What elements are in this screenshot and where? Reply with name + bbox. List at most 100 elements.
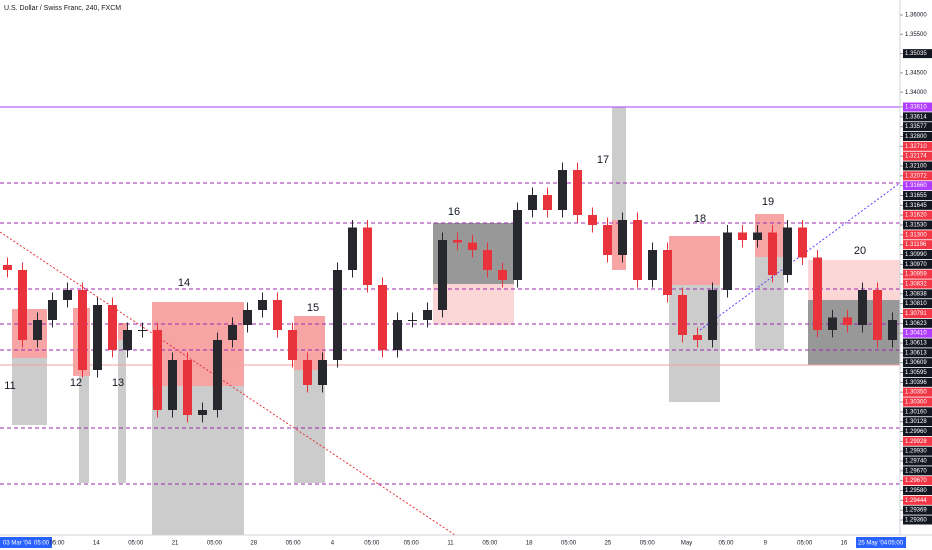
- candle-body: [543, 195, 552, 210]
- time-label: 05:00: [207, 541, 223, 547]
- price-label-bg: [903, 505, 932, 515]
- candle-body: [348, 227, 357, 270]
- time-label: 05:00: [286, 541, 302, 547]
- zone: [118, 340, 126, 483]
- price-label: 1.31530: [905, 223, 927, 229]
- time-label: 05:00: [561, 541, 577, 547]
- price-label-bg: [903, 515, 932, 525]
- price-label: 1.30959: [905, 272, 927, 278]
- price-label-bg: [903, 328, 932, 338]
- candle-body: [768, 232, 777, 275]
- time-label: 9: [764, 541, 768, 547]
- candle-body: [483, 250, 492, 270]
- candle-body: [228, 325, 237, 340]
- price-label: 1.30410: [905, 331, 927, 337]
- price-label: 1.30832: [905, 282, 927, 288]
- price-label: 1.30300: [905, 400, 927, 406]
- candle-body: [48, 300, 57, 320]
- time-label: 05:00: [364, 541, 380, 547]
- candle-body: [813, 257, 822, 330]
- price-label-bg: [903, 181, 932, 191]
- price-label: 1.30810: [905, 301, 927, 307]
- price-label: 1.29369: [905, 508, 927, 514]
- candle-body: [783, 227, 792, 275]
- price-label: 1.30609: [905, 360, 927, 366]
- candle-body: [438, 240, 447, 310]
- candle-body: [33, 320, 42, 340]
- price-label-bg: [903, 436, 932, 446]
- price-label: 1.30613: [905, 350, 927, 356]
- price-label: 1.35035: [905, 51, 927, 57]
- price-label: 1.31300: [905, 232, 927, 238]
- price-label-bg: [903, 141, 932, 151]
- price-label-bg: [903, 476, 932, 486]
- zone: [152, 302, 244, 386]
- price-label-bg: [903, 456, 932, 466]
- price-label: 1.29670: [905, 468, 927, 474]
- candle-body: [108, 305, 117, 350]
- zone: [12, 358, 47, 425]
- candle-body: [498, 270, 507, 280]
- price-label: 1.29444: [905, 498, 927, 504]
- time-label: 05:00: [34, 541, 50, 547]
- candle-body: [273, 300, 282, 330]
- annotation-label: 17: [597, 154, 609, 166]
- levels: [0, 106, 900, 485]
- candle-body: [633, 220, 642, 280]
- price-label: 1.33577: [905, 124, 927, 130]
- price-label: 1.31660: [905, 183, 927, 189]
- zone: [152, 386, 244, 535]
- zone: [808, 260, 900, 300]
- candle-body: [153, 330, 162, 410]
- time-label: 16: [841, 541, 848, 547]
- price-label-bg: [903, 358, 932, 368]
- time-label: 05:00: [128, 541, 144, 547]
- time-label: 25: [605, 541, 612, 547]
- time-label: 03 Mar '04: [3, 541, 32, 547]
- price-label-bg: [903, 309, 932, 318]
- candle-body: [18, 270, 27, 340]
- candle-body: [663, 250, 672, 295]
- candle-body: [723, 232, 732, 290]
- price-label: 1.30396: [905, 380, 927, 386]
- price-label: 1.31196: [905, 242, 927, 248]
- price-label-bg: [903, 200, 932, 210]
- time-label: 05:00: [888, 541, 904, 547]
- price-label-bg: [903, 299, 932, 309]
- zone: [669, 236, 720, 285]
- candle-body: [888, 320, 897, 340]
- time-label: 4: [331, 541, 335, 547]
- candle-body: [693, 335, 702, 340]
- candle-body: [138, 330, 147, 331]
- candle-body: [558, 170, 567, 210]
- price-label: 1.33614: [905, 114, 927, 120]
- price-label-bg: [903, 151, 932, 161]
- time-label-bg: [856, 537, 906, 548]
- price-label-bg: [903, 49, 932, 59]
- price-label-bg: [903, 318, 932, 328]
- candle-body: [513, 210, 522, 280]
- price-label-bg: [903, 368, 932, 377]
- price-label-bg: [903, 220, 932, 230]
- price-label-bg: [903, 161, 932, 171]
- candle-body: [3, 265, 12, 270]
- candle-body: [843, 317, 852, 325]
- price-label-bg: [903, 122, 932, 132]
- time-label: 05:00: [482, 541, 498, 547]
- candle-body: [708, 290, 717, 340]
- price-label: 1.29960: [905, 429, 927, 435]
- candle-body: [588, 215, 597, 225]
- price-label: 1.32100: [905, 164, 927, 170]
- candle-body: [528, 195, 537, 210]
- candle-body: [93, 305, 102, 370]
- price-label: 1.30970: [905, 262, 927, 268]
- candle-body: [333, 270, 342, 360]
- candle-body: [858, 290, 867, 325]
- price-label: 1.29740: [905, 459, 927, 465]
- price-label: 1.30838: [905, 291, 927, 297]
- trend-line: [0, 231, 456, 536]
- candle-body: [423, 310, 432, 320]
- candle-body: [453, 240, 462, 243]
- time-label: 05:00: [49, 541, 65, 547]
